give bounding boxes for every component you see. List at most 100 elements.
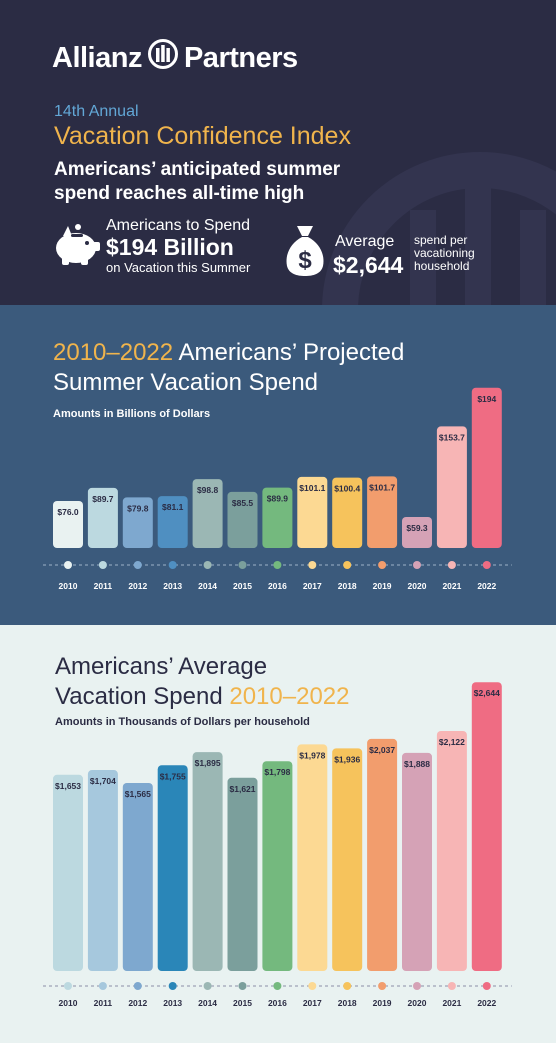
timeline-dot-2019 <box>378 561 387 569</box>
bar-2017 <box>297 744 328 971</box>
brand-name-left: Allianz <box>52 41 142 74</box>
tick-label-2022: 2022 <box>477 581 496 591</box>
bar-2012 <box>122 497 153 548</box>
chart1-title: 2010–2022 Americans’ Projected Summer Va… <box>53 338 404 398</box>
chart1-subtitle: Amounts in Billions of Dollars <box>53 408 211 420</box>
timeline-dot-2012 <box>133 561 142 569</box>
bar-2012 <box>122 783 153 971</box>
tick-label-2021: 2021 <box>442 998 461 1008</box>
timeline-dot-2022 <box>482 982 491 990</box>
timeline-dot-2018 <box>343 982 352 990</box>
bar-label-2019: $101.7 <box>369 482 395 492</box>
timeline-dot-2015 <box>238 561 247 569</box>
tick-label-2020: 2020 <box>408 998 427 1008</box>
tick-label-2012: 2012 <box>128 581 147 591</box>
tick-label-2018: 2018 <box>338 998 357 1008</box>
bar-label-2011: $1,704 <box>90 776 116 786</box>
total-spend-block: Americans to Spend $194 Billion on Vacat… <box>106 216 250 276</box>
bar-label-2017: $101.1 <box>299 483 325 493</box>
tick-label-2015: 2015 <box>233 581 252 591</box>
total-spend-label: Americans to Spend <box>106 217 251 234</box>
bar-2013 <box>157 496 188 548</box>
timeline-dot-2018 <box>343 561 352 569</box>
bar-label-2018: $100.4 <box>334 484 360 494</box>
bar-label-2020: $1,888 <box>404 759 430 769</box>
timeline-dot-2022 <box>482 561 491 569</box>
bar-2010 <box>53 500 83 548</box>
tick-label-2020: 2020 <box>408 581 427 591</box>
chart1-title-line-2: Summer Vacation Spend <box>53 369 319 396</box>
header-panel: Allianz Partners 14th Annual Vacation Co… <box>0 0 556 305</box>
bar-label-2021: $153.7 <box>439 432 465 442</box>
timeline-dot-2013 <box>168 982 177 990</box>
tick-label-2010: 2010 <box>59 998 78 1008</box>
bar-label-2016: $89.9 <box>267 494 289 504</box>
chart2-title: Americans’ Average Vacation Spend 2010–2… <box>55 652 350 712</box>
average-note-line-1: spend per <box>414 233 468 247</box>
bar-label-2010: $1,653 <box>55 781 81 791</box>
bar-2015 <box>227 491 258 548</box>
bar-label-2017: $1,978 <box>299 750 325 760</box>
timeline-dot-2016 <box>273 982 282 990</box>
bar-2018 <box>332 748 363 971</box>
bar-2017 <box>297 476 328 548</box>
headline-line-1: Americans’ anticipated summer <box>54 159 341 180</box>
bar-label-2020: $59.3 <box>406 523 428 533</box>
bar-2011 <box>87 487 118 548</box>
total-spend-value: $194 Billion <box>106 234 234 260</box>
average-note-line-2: vacationing <box>414 246 475 260</box>
bar-label-2021: $2,122 <box>439 737 465 747</box>
timeline-dot-2014 <box>203 982 212 990</box>
bar-2010 <box>53 774 83 971</box>
projected-spend-chart: $76.0 2010 $89.7 2011 $79.8 2012 $81.1 2013 $98.… <box>43 387 512 591</box>
tick-label-2013: 2013 <box>163 581 182 591</box>
chart1-title-years: 2010–2022 <box>53 339 174 366</box>
timeline-dot-2011 <box>98 982 107 990</box>
annual-label: 14th Annual <box>54 103 139 120</box>
bar-label-2013: $1,755 <box>160 771 186 781</box>
timeline-dot-2015 <box>238 982 247 990</box>
chart2-title-line-1: Americans’ Average <box>55 653 268 680</box>
chart2-subtitle: Amounts in Thousands of Dollars per hous… <box>55 716 310 728</box>
tick-label-2015: 2015 <box>233 998 252 1008</box>
bar-label-2011: $89.7 <box>92 494 114 504</box>
timeline-dot-2010 <box>64 561 72 569</box>
timeline-dot-2016 <box>273 561 282 569</box>
timeline-dot-2021 <box>447 561 456 569</box>
timeline-dot-2010 <box>64 982 72 990</box>
bar-2015 <box>227 777 258 971</box>
tick-label-2018: 2018 <box>338 581 357 591</box>
timeline-dot-2011 <box>98 561 107 569</box>
bar-label-2019: $2,037 <box>369 745 395 755</box>
average-note: spend per vacationing household <box>414 234 475 273</box>
tick-label-2012: 2012 <box>128 998 147 1008</box>
bar-2016 <box>262 487 293 548</box>
bar-2022 <box>471 682 502 971</box>
bar-label-2012: $1,565 <box>125 789 151 799</box>
tick-label-2010: 2010 <box>59 581 78 591</box>
average-value: $2,644 <box>333 252 404 278</box>
headline: Americans’ anticipated summer spend reac… <box>54 158 414 206</box>
chart2-title-years: 2010–2022 <box>229 683 350 710</box>
tick-label-2019: 2019 <box>373 581 392 591</box>
average-note-line-3: household <box>414 259 470 273</box>
index-name: Vacation Confidence Index <box>54 122 351 150</box>
tick-label-2011: 2011 <box>94 998 113 1008</box>
bar-label-2018: $1,936 <box>334 754 360 764</box>
tick-label-2016: 2016 <box>268 998 287 1008</box>
bar-2021 <box>436 730 467 971</box>
timeline-dot-2017 <box>308 982 317 990</box>
timeline-dot-2020 <box>413 982 421 990</box>
tick-label-2022: 2022 <box>477 998 496 1008</box>
money-bag-icon: $ <box>285 222 325 283</box>
chart2-title-rest: Vacation Spend <box>55 683 230 710</box>
bar-label-2010: $76.0 <box>57 507 79 517</box>
timeline-dot-2014 <box>203 561 212 569</box>
timeline-dot-2013 <box>168 561 177 569</box>
bar-2018 <box>332 477 363 548</box>
timeline-dot-2017 <box>308 561 317 569</box>
bar-label-2016: $1,798 <box>264 767 290 777</box>
tick-label-2014: 2014 <box>198 998 217 1008</box>
decorative-logo-watermark <box>322 152 556 305</box>
brand-logo: Allianz Partners <box>52 38 298 78</box>
